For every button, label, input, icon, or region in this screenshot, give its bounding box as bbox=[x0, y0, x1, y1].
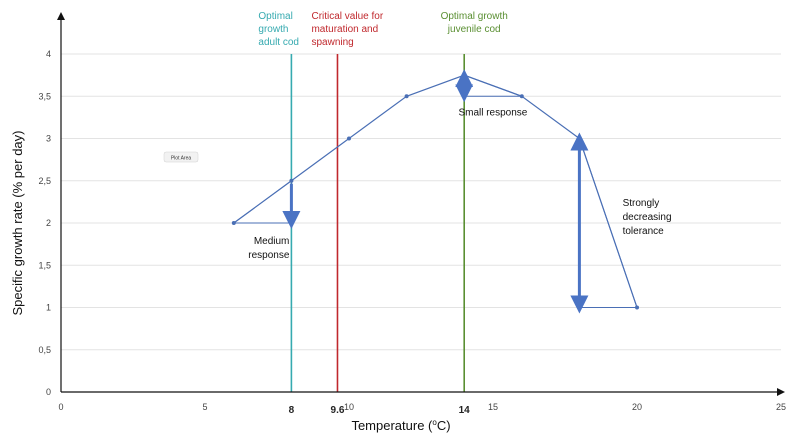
gridlines bbox=[61, 53, 781, 351]
annotation-text: tolerance bbox=[623, 226, 665, 237]
labels: Temperature (oC) Specific growth rate (% … bbox=[10, 11, 672, 433]
reference-line-label: Optimal bbox=[258, 11, 292, 22]
reference-line-label: Optimal growth bbox=[441, 11, 508, 22]
x-tick-label: 15 bbox=[488, 402, 498, 412]
y-tick-label: 0,5 bbox=[38, 345, 51, 355]
x-tick-label: 10 bbox=[344, 402, 354, 412]
reference-line-label: adult cod bbox=[258, 37, 299, 48]
annotation-text: decreasing bbox=[623, 212, 672, 223]
y-tick-label: 2 bbox=[46, 218, 51, 228]
response-arrows bbox=[282, 69, 589, 314]
y-tick-label: 2,5 bbox=[38, 176, 51, 186]
y-tick-label: 1 bbox=[46, 303, 51, 313]
plot-area-label: Plot Area bbox=[171, 156, 192, 162]
annotation-text: Small response bbox=[458, 107, 527, 118]
data-point bbox=[347, 136, 351, 141]
x-tick-label: 0 bbox=[58, 402, 63, 412]
data-point bbox=[289, 178, 294, 183]
x-tick-label: 20 bbox=[632, 402, 642, 412]
y-tick-label: 3 bbox=[46, 134, 51, 144]
response-triangles bbox=[232, 74, 638, 308]
annotation-text: response bbox=[248, 250, 290, 261]
reference-line-label: Critical value for bbox=[311, 11, 383, 22]
x-tick-label: 5 bbox=[202, 402, 207, 412]
annotation-text: Strongly bbox=[623, 198, 660, 209]
plot-area-badge-box bbox=[163, 151, 199, 163]
reference-line-label: spawning bbox=[311, 37, 353, 48]
x-tick-label-emphasized: 14 bbox=[459, 405, 471, 416]
axes: 0 0,5 1 1,5 2 2,5 3 3,5 4 0 5 10 15 20 25 8 9.6 14 bbox=[38, 12, 786, 416]
reference-line-label: juvenile cod bbox=[447, 24, 501, 35]
plot-area-badge: Plot Area bbox=[163, 151, 199, 163]
y-axis-title: Specific growth rate (% per day) bbox=[10, 131, 25, 316]
data-point bbox=[635, 305, 639, 310]
data-point bbox=[462, 73, 467, 78]
series-line bbox=[233, 74, 638, 308]
y-tick-label: 4 bbox=[46, 49, 51, 59]
data-point bbox=[519, 94, 524, 99]
x-tick-label-emphasized: 9.6 bbox=[331, 405, 345, 416]
data-point bbox=[577, 136, 582, 141]
reference-line-label: growth bbox=[258, 24, 288, 35]
x-tick-label: 25 bbox=[776, 402, 786, 412]
y-tick-label: 1,5 bbox=[38, 260, 51, 270]
y-tick-label: 3,5 bbox=[38, 91, 51, 101]
reference-line-label: maturation and bbox=[311, 24, 378, 35]
y-tick-label: 0 bbox=[46, 387, 51, 397]
data-point bbox=[404, 94, 409, 99]
annotation-text: Medium bbox=[254, 236, 290, 247]
x-tick-label-emphasized: 8 bbox=[289, 405, 295, 416]
data-point bbox=[231, 221, 236, 225]
x-axis-title: Temperature (oC) bbox=[351, 418, 450, 433]
